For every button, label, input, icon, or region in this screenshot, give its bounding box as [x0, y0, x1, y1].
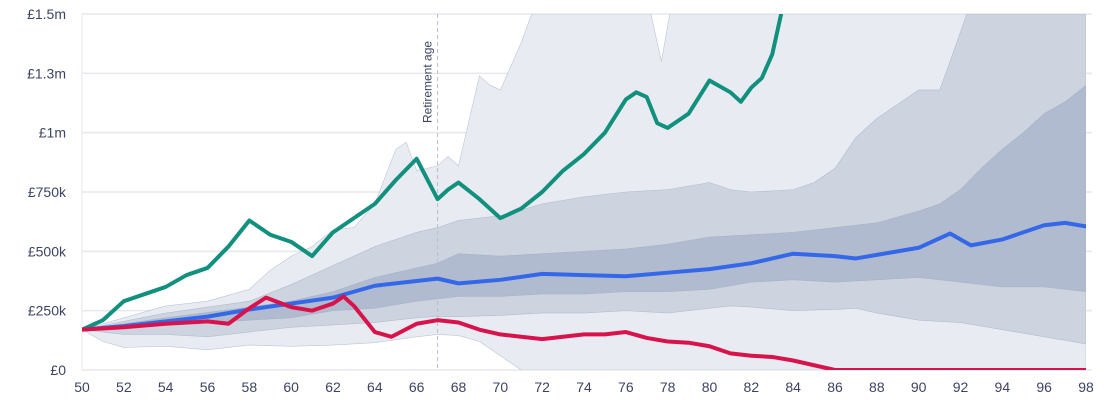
x-tick-label: 68 [451, 379, 467, 395]
x-tick-label: 58 [242, 379, 258, 395]
percentile-bands [82, 14, 1086, 370]
x-tick-label: 80 [702, 379, 718, 395]
y-tick-label: £500k [28, 243, 67, 259]
x-tick-label: 52 [116, 379, 132, 395]
band-inner [82, 84, 1086, 330]
y-tick-label: £1m [39, 125, 66, 141]
y-tick-label: £1.5m [27, 6, 66, 22]
retirement-marker: Retirement age [421, 14, 439, 370]
x-tick-label: 66 [409, 379, 425, 395]
x-tick-label: 86 [827, 379, 843, 395]
green-series-line [82, 14, 784, 332]
blue-series-line [82, 220, 1086, 332]
x-tick-label: 50 [74, 379, 90, 395]
y-tick-label: £1.3m [27, 65, 66, 81]
x-tick-label: 56 [200, 379, 216, 395]
y-tick-label: £750k [28, 184, 67, 200]
red-series-line [82, 294, 1086, 370]
x-tick-label: 60 [283, 379, 299, 395]
x-tick-label: 90 [911, 379, 927, 395]
x-tick-label: 62 [325, 379, 341, 395]
x-tick-label: 78 [660, 379, 676, 395]
retirement-age-label: Retirement age [421, 41, 435, 123]
x-tick-label: 74 [576, 379, 592, 395]
x-tick-label: 76 [618, 379, 634, 395]
x-tick-label: 88 [869, 379, 885, 395]
y-axis-labels: £0 £250k £500k £750k £1m £1.3m £1.5m [27, 6, 67, 378]
x-tick-label: 98 [1078, 379, 1094, 395]
x-tick-label: 72 [534, 379, 550, 395]
x-tick-label: 96 [1036, 379, 1052, 395]
projection-lines [82, 14, 1086, 370]
y-tick-label: £250k [28, 303, 67, 319]
x-tick-label: 64 [367, 379, 383, 395]
x-tick-label: 84 [785, 379, 801, 395]
x-tick-label: 70 [493, 379, 509, 395]
y-tick-label: £0 [50, 362, 66, 378]
x-tick-label: 82 [744, 379, 760, 395]
x-tick-label: 54 [158, 379, 174, 395]
x-tick-label: 94 [995, 379, 1011, 395]
x-axis-labels: 50 52 54 56 58 60 62 64 66 68 70 72 74 76 78 80 82 84 86 88… [74, 379, 1094, 395]
x-tick-label: 92 [953, 379, 969, 395]
